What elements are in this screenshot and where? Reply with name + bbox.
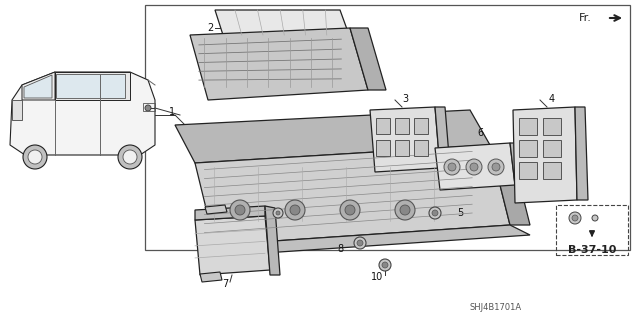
Polygon shape [175,110,490,163]
Polygon shape [414,118,428,134]
Polygon shape [195,206,265,220]
Text: 10: 10 [371,272,383,282]
Polygon shape [543,118,561,135]
Text: 2: 2 [207,23,213,33]
Circle shape [118,145,142,169]
Circle shape [379,259,391,271]
Circle shape [592,215,598,221]
Polygon shape [56,74,125,98]
Polygon shape [205,205,227,214]
Text: Fr.: Fr. [579,13,592,23]
Circle shape [400,205,410,215]
Polygon shape [215,10,348,35]
Polygon shape [24,75,52,98]
Polygon shape [519,162,537,179]
Polygon shape [490,145,530,225]
Circle shape [466,159,482,175]
Polygon shape [543,162,561,179]
Text: SHJ4B1701A: SHJ4B1701A [470,302,522,311]
Circle shape [395,200,415,220]
Polygon shape [435,107,450,168]
Text: 3: 3 [402,94,408,104]
Polygon shape [195,145,510,245]
Circle shape [382,262,388,268]
Polygon shape [376,140,390,156]
Circle shape [488,159,504,175]
Polygon shape [200,272,222,282]
Polygon shape [55,72,130,100]
Circle shape [357,240,363,246]
Bar [12,100,22,120]
Circle shape [354,237,366,249]
Polygon shape [395,118,409,134]
Polygon shape [376,118,390,134]
Polygon shape [395,140,409,156]
Circle shape [235,205,245,215]
Text: 6: 6 [477,128,483,138]
Polygon shape [519,118,537,135]
Polygon shape [215,225,530,255]
Polygon shape [22,72,55,100]
Polygon shape [575,107,588,200]
Bar [556,205,628,255]
Circle shape [345,205,355,215]
Polygon shape [510,143,525,185]
Text: B-37-10: B-37-10 [568,245,616,255]
Polygon shape [543,140,561,157]
Text: 7: 7 [221,279,228,289]
Circle shape [572,215,578,221]
Circle shape [23,145,47,169]
Text: 9: 9 [297,208,303,218]
Text: 5: 5 [457,208,463,218]
Text: 4: 4 [549,94,555,104]
Circle shape [448,163,456,171]
Polygon shape [10,72,155,155]
Polygon shape [195,216,270,275]
Circle shape [444,159,460,175]
Circle shape [123,150,137,164]
Circle shape [145,105,151,111]
Circle shape [340,200,360,220]
Circle shape [28,150,42,164]
Circle shape [432,210,438,216]
Text: 1: 1 [169,107,175,117]
Polygon shape [435,143,515,190]
Circle shape [290,205,300,215]
Polygon shape [513,107,577,203]
Polygon shape [350,28,386,90]
Circle shape [569,212,581,224]
Polygon shape [519,140,537,157]
Polygon shape [190,28,368,100]
Circle shape [285,200,305,220]
Bar [143,103,155,111]
Circle shape [273,208,283,218]
Circle shape [470,163,478,171]
Circle shape [276,211,280,215]
Circle shape [230,200,250,220]
Text: 8: 8 [337,244,343,254]
Circle shape [492,163,500,171]
Polygon shape [414,140,428,156]
Polygon shape [265,206,280,275]
Circle shape [429,207,441,219]
Polygon shape [370,107,440,172]
